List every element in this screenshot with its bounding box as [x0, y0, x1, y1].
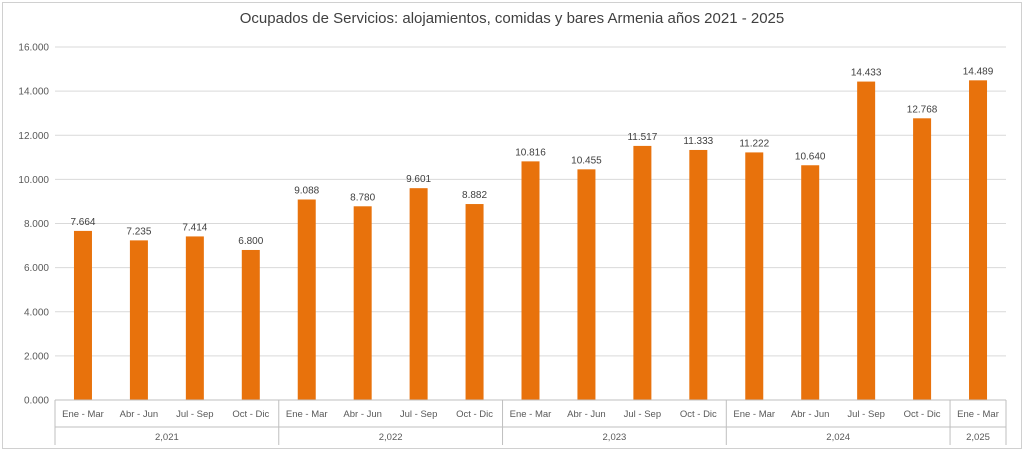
bar — [913, 118, 932, 400]
data-label: 11.222 — [739, 138, 769, 149]
x-tick-label: Ene - Mar — [733, 409, 775, 420]
data-label: 14.489 — [963, 66, 994, 77]
x-tick-label: Oct - Dic — [456, 409, 493, 420]
data-label: 7.664 — [70, 217, 95, 228]
bar — [689, 149, 708, 400]
group-label: 2,022 — [379, 432, 403, 443]
data-label: 12.768 — [907, 104, 938, 115]
y-tick-label: 6.000 — [24, 263, 49, 274]
y-tick-label: 12.000 — [18, 131, 49, 142]
data-label: 9.088 — [294, 185, 319, 196]
bar — [521, 161, 540, 400]
bar — [185, 236, 204, 400]
x-tick-label: Abr - Jun — [343, 409, 382, 420]
data-label: 7.414 — [182, 222, 207, 233]
group-label: 2,023 — [603, 432, 627, 443]
data-label: 10.455 — [571, 155, 602, 166]
bar — [633, 145, 652, 400]
bar — [801, 165, 820, 400]
group-label: 2,025 — [966, 432, 990, 443]
x-tick-label: Abr - Jun — [120, 409, 159, 420]
x-tick-label: Ene - Mar — [62, 409, 104, 420]
group-label: 2,024 — [826, 432, 850, 443]
x-tick-label: Oct - Dic — [680, 409, 717, 420]
data-label: 8.780 — [350, 192, 375, 203]
data-label: 9.601 — [406, 174, 431, 185]
data-label: 10.816 — [515, 147, 546, 158]
bar — [745, 152, 764, 400]
x-tick-label: Jul - Sep — [624, 409, 662, 420]
x-tick-label: Oct - Dic — [232, 409, 269, 420]
x-tick-label: Ene - Mar — [957, 409, 999, 420]
y-tick-label: 2.000 — [24, 351, 49, 362]
x-tick-label: Ene - Mar — [286, 409, 328, 420]
x-tick-label: Ene - Mar — [510, 409, 552, 420]
y-tick-label: 16.000 — [18, 43, 49, 54]
x-tick-label: Abr - Jun — [791, 409, 830, 420]
bar — [297, 199, 316, 400]
bar — [129, 240, 148, 400]
bar — [577, 169, 596, 400]
y-tick-label: 0.000 — [24, 396, 49, 407]
data-label: 8.882 — [462, 190, 487, 201]
y-tick-label: 4.000 — [24, 307, 49, 318]
x-tick-label: Jul - Sep — [176, 409, 214, 420]
data-label: 11.517 — [627, 132, 657, 143]
data-label: 14.433 — [851, 68, 882, 79]
data-label: 7.235 — [126, 226, 151, 237]
y-tick-label: 8.000 — [24, 219, 49, 230]
group-label: 2,021 — [155, 432, 179, 443]
bar — [409, 188, 428, 400]
data-label: 6.800 — [238, 236, 263, 247]
x-tick-label: Jul - Sep — [400, 409, 438, 420]
bar — [353, 206, 372, 400]
bar — [73, 230, 92, 400]
bar — [969, 80, 988, 401]
data-label: 10.640 — [795, 151, 826, 162]
chart-title: Ocupados de Servicios: alojamientos, com… — [239, 10, 785, 27]
y-tick-label: 10.000 — [18, 175, 49, 186]
x-tick-label: Abr - Jun — [567, 409, 606, 420]
x-tick-label: Jul - Sep — [847, 409, 885, 420]
data-label: 11.333 — [683, 136, 713, 147]
bar — [465, 204, 484, 400]
bar — [241, 249, 260, 400]
bar — [857, 81, 876, 401]
y-tick-label: 14.000 — [18, 87, 49, 98]
x-tick-label: Oct - Dic — [904, 409, 941, 420]
